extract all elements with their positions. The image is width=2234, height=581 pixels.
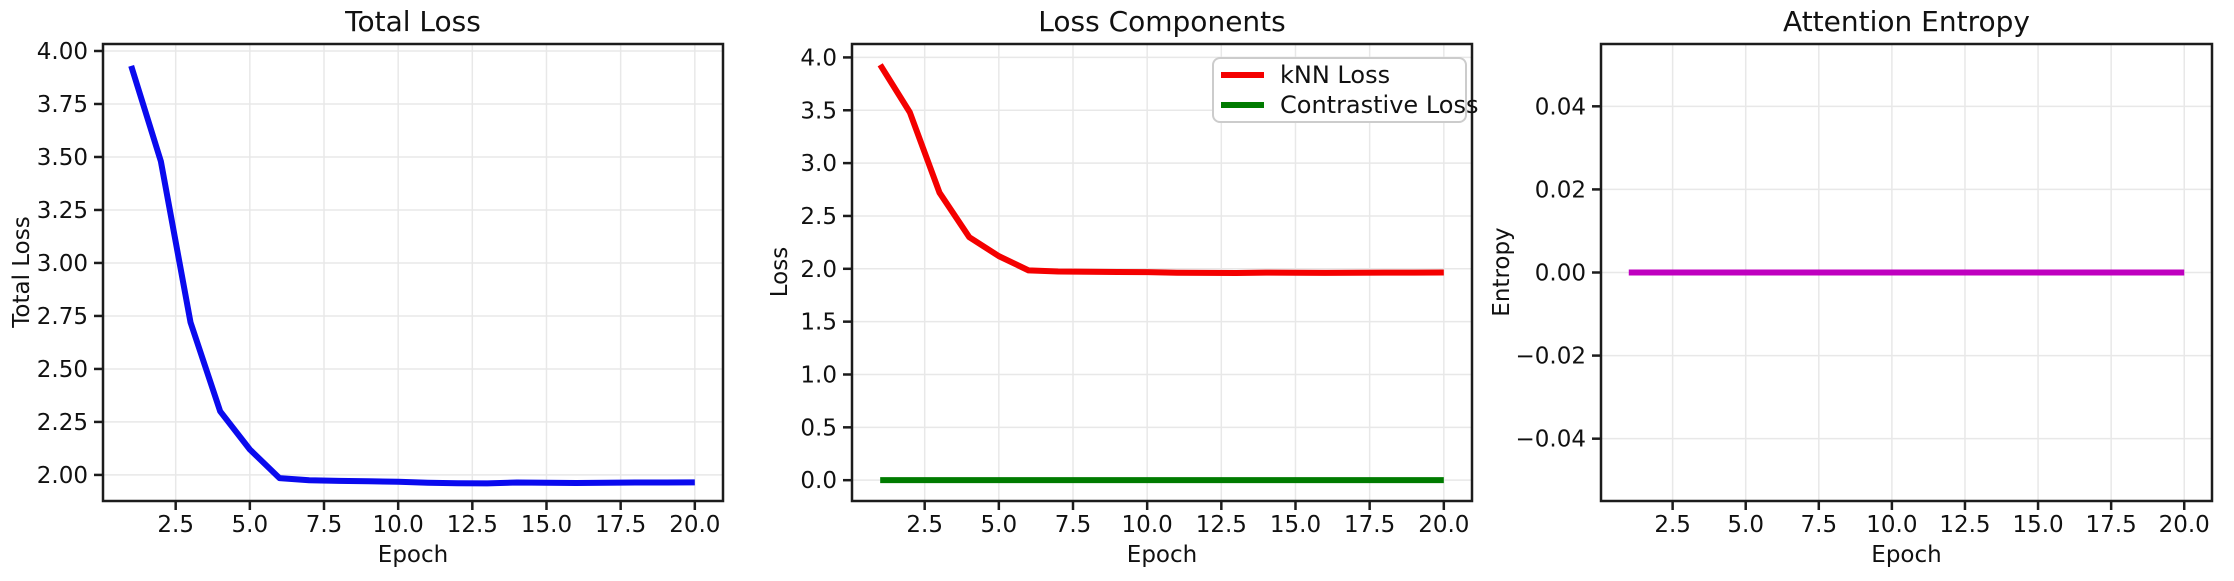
- tick-label-y: 1.5: [800, 310, 837, 336]
- legend-label-knn-loss: kNN Loss: [1280, 61, 1390, 89]
- subplot-total-loss-ylabel: Total Loss: [9, 216, 35, 328]
- subplot-attention-entropy-ylabel: Entropy: [1489, 227, 1515, 317]
- tick-label-y: 2.75: [37, 304, 88, 330]
- tick-label-y: 3.5: [800, 98, 837, 124]
- tick-label-x: 5.0: [232, 512, 269, 538]
- tick-label-x: 15.0: [2012, 512, 2063, 538]
- legend-label-contrastive-loss: Contrastive Loss: [1280, 91, 1478, 119]
- ticks-total-loss: [94, 49, 697, 510]
- grid-total-loss: [103, 44, 723, 501]
- tick-label-y: 2.50: [37, 357, 88, 383]
- tick-label-y: −0.02: [1516, 344, 1586, 370]
- subplot-loss-components-title: Loss Components: [1038, 5, 1286, 38]
- subplot-attention-entropy-xlabel: Epoch: [1871, 542, 1942, 568]
- subplot-loss-components-ylabel: Loss: [767, 246, 793, 298]
- axes-frame: [101, 42, 725, 503]
- tick-label-x: 10.0: [1122, 512, 1173, 538]
- tick-label-y: 0.02: [1535, 177, 1586, 203]
- subplot-total-loss-xlabel: Epoch: [377, 542, 449, 568]
- tick-label-x: 20.0: [2159, 512, 2210, 538]
- tick-label-x: 12.5: [447, 512, 498, 538]
- tick-label-y: 4.00: [37, 39, 88, 65]
- subplot-loss-components: 2.5 5.0 7.5 10.0 12.5 15.0 17.5 20.0 0.0 0.5 1.0 1.…: [800, 42, 1478, 538]
- tick-label-x: 5.0: [981, 512, 1018, 538]
- tick-label-y: 3.00: [37, 251, 88, 277]
- tick-label-x: 7.5: [1055, 512, 1092, 538]
- tick-label-y: 0.04: [1535, 94, 1586, 120]
- ticks-loss-components: [843, 56, 1446, 510]
- legend-box: [1212, 57, 1467, 123]
- tick-label-x: 12.5: [1939, 512, 1990, 538]
- tick-label-x: 2.5: [1654, 512, 1691, 538]
- tick-label-y: 2.25: [37, 410, 88, 436]
- tick-label-x: 17.5: [2086, 512, 2137, 538]
- tick-label-x: 17.5: [595, 512, 646, 538]
- tick-label-x: 5.0: [1727, 512, 1764, 538]
- tick-label-x: 10.0: [1866, 512, 1917, 538]
- tick-label-y: 0.00: [1535, 261, 1586, 287]
- tick-label-x: 10.0: [373, 512, 424, 538]
- tick-label-y: 2.00: [37, 463, 88, 489]
- tick-label-x: 2.5: [906, 512, 943, 538]
- tick-label-y: 3.75: [37, 92, 88, 118]
- tick-label-y: 0.0: [800, 468, 837, 494]
- tick-label-y: 2.5: [800, 204, 837, 230]
- tick-label-x: 15.0: [521, 512, 572, 538]
- line-total-loss: [128, 64, 695, 487]
- tick-label-y: −0.04: [1516, 427, 1586, 453]
- tick-label-x: 2.5: [157, 512, 194, 538]
- tick-label-y: 1.0: [800, 362, 837, 388]
- tick-label-y: 2.0: [800, 257, 837, 283]
- subplot-attention-entropy-title: Attention Entropy: [1783, 5, 2030, 38]
- tick-label-y: 0.5: [800, 415, 837, 441]
- line-knn-loss: [877, 63, 1444, 277]
- tick-label-y: 3.50: [37, 145, 88, 171]
- tick-label-x: 20.0: [1418, 512, 1469, 538]
- ticks-attention-entropy: [1592, 105, 2186, 510]
- tick-label-x: 20.0: [669, 512, 720, 538]
- tick-label-x: 12.5: [1196, 512, 1247, 538]
- tick-label-x: 17.5: [1344, 512, 1395, 538]
- tick-label-x: 7.5: [306, 512, 343, 538]
- grid-loss-components: [852, 44, 1472, 501]
- tick-label-x: 7.5: [1801, 512, 1838, 538]
- axes-frame: [850, 42, 1474, 503]
- subplot-total-loss: 2.5 5.0 7.5 10.0 12.5 15.0 17.5 20.0 2.00 2.25 2.5…: [37, 39, 725, 538]
- tick-label-y: 4.0: [800, 45, 837, 71]
- tick-label-y: 3.25: [37, 198, 88, 224]
- subplot-total-loss-title: Total Loss: [345, 5, 481, 38]
- subplot-loss-components-xlabel: Epoch: [1126, 542, 1198, 568]
- subplot-attention-entropy: 2.5 5.0 7.5 10.0 12.5 15.0 17.5 20.0 −0.04 −0.02 0…: [1516, 42, 2214, 538]
- tick-label-y: 3.0: [800, 151, 837, 177]
- tick-label-x: 15.0: [1270, 512, 1321, 538]
